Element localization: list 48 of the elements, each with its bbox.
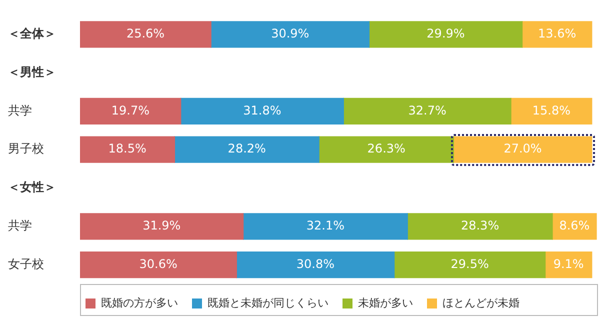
data-label: 30.8% (296, 256, 335, 271)
data-label: 15.8% (532, 103, 571, 118)
data-label: 31.9% (142, 218, 181, 233)
data-label: 28.2% (228, 142, 266, 156)
y-tick-label: 男子校 (8, 142, 44, 156)
bar (394, 251, 546, 278)
data-label: 31.8% (243, 103, 282, 118)
bar (236, 251, 395, 278)
bar (368, 21, 523, 48)
bar (80, 21, 212, 48)
bar (210, 21, 370, 48)
y-tick-label: ＜女性＞ (8, 180, 56, 194)
data-label: 30.6% (139, 256, 178, 271)
y-tick-label: ＜全体＞ (8, 26, 56, 41)
data-label: 18.5% (108, 142, 146, 156)
data-label: 27.0% (504, 142, 542, 156)
bar (407, 213, 553, 240)
legend-label: ほとんどが未婚 (442, 296, 520, 310)
data-label: 25.6% (126, 26, 165, 41)
data-label: 32.7% (408, 103, 446, 118)
legend-label: 未婚が多い (358, 296, 413, 310)
y-tick-label: 共学 (8, 103, 32, 118)
bar (343, 98, 512, 125)
data-label: 26.3% (367, 142, 406, 156)
legend-label: 既婚と未婚が同じくらい (208, 296, 328, 310)
bar (318, 136, 454, 163)
data-label: 28.3% (460, 218, 500, 233)
bar (80, 251, 237, 278)
data-label: 30.9% (271, 26, 310, 41)
bar (80, 98, 182, 125)
data-label: 9.1% (553, 256, 584, 271)
legend-label: 既婚の方が多い (101, 296, 178, 310)
y-tick-label: 女子校 (8, 256, 44, 271)
bar (80, 213, 244, 240)
bar (522, 21, 592, 48)
data-label: 32.1% (306, 218, 345, 233)
bar (510, 98, 592, 125)
data-label: 29.9% (426, 26, 465, 41)
bar (80, 136, 176, 163)
y-tick-label: 共学 (8, 218, 32, 233)
bar (174, 136, 320, 163)
bar (242, 213, 408, 240)
data-label: 19.7% (111, 103, 150, 118)
data-label: 13.6% (538, 26, 576, 41)
y-tick-label: ＜男性＞ (8, 64, 56, 79)
data-label: 29.5% (450, 256, 489, 271)
bar (180, 98, 344, 125)
data-label: 8.6% (559, 218, 590, 233)
